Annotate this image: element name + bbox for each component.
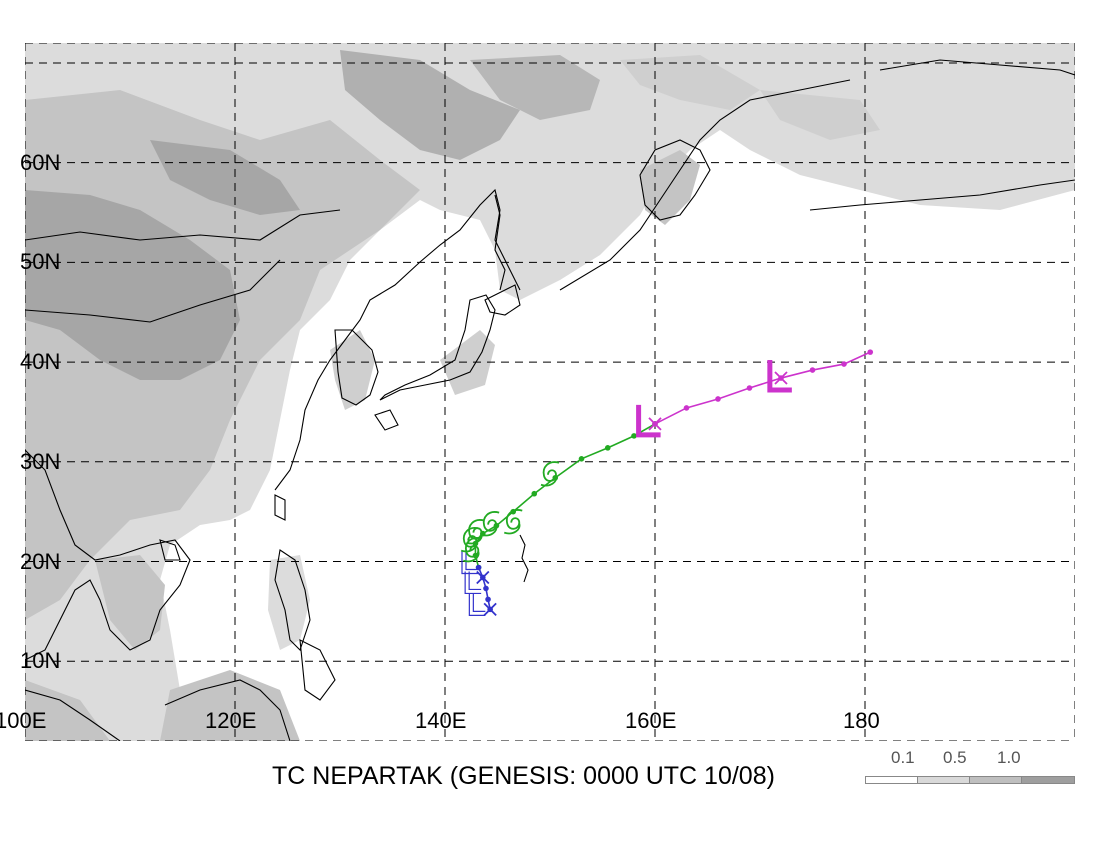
storm-symbol: [503, 509, 523, 535]
track-point: [841, 361, 847, 367]
legend-swatch: [917, 776, 971, 784]
storm-track: [460, 349, 874, 617]
track-point: [867, 349, 874, 355]
legend-swatch: [865, 776, 919, 784]
coastlines: [25, 59, 1075, 741]
depression-symbol: [461, 551, 478, 575]
track-point: [475, 564, 482, 571]
legend-tick-2: 1.0: [997, 748, 1021, 767]
track-point: [715, 396, 721, 402]
storm-symbol: [540, 461, 560, 487]
legend-tick-0: 0.1: [891, 748, 915, 767]
lon-label: 180: [843, 708, 880, 733]
map-title: TC NEPARTAK (GENESIS: 0000 UTC 10/08): [272, 762, 775, 790]
track-point: [483, 585, 489, 592]
lat-label: 60N: [20, 149, 61, 175]
x-mark: [648, 417, 662, 431]
track-point: [485, 596, 491, 603]
lat-label: 20N: [20, 548, 61, 574]
track-point: [531, 490, 538, 497]
depression-symbol: [468, 593, 486, 616]
legend-swatch: [969, 776, 1023, 784]
track-point: [578, 456, 585, 462]
track-point: [683, 405, 690, 411]
lon-label: 120E: [205, 708, 257, 733]
track-point: [631, 433, 637, 439]
lon-label: 160E: [625, 708, 677, 733]
lat-label: 40N: [20, 349, 61, 375]
terrain-shading: [25, 43, 1075, 741]
extratropical-stage-track: [654, 351, 871, 425]
storm-symbol: [463, 537, 482, 563]
color-legend: 0.1 0.5 1.0: [865, 748, 1075, 788]
x-mark: [483, 602, 497, 617]
lon-label: 140E: [415, 708, 467, 733]
extratropical-symbol: [767, 360, 792, 393]
track-point: [746, 385, 753, 391]
x-mark: [476, 570, 490, 585]
extratropical-symbol: [636, 404, 661, 438]
track-point: [604, 445, 611, 451]
lat-label: 30N: [20, 448, 61, 474]
legend-tick-1: 0.5: [943, 748, 967, 767]
lon-label: 100E: [0, 708, 47, 733]
lat-lon-grid: [25, 43, 1075, 741]
x-mark: [774, 371, 788, 385]
lat-label: 10N: [20, 648, 61, 674]
storm-symbol: [480, 511, 500, 537]
depression-symbol: [464, 571, 482, 595]
lat-label: 50N: [20, 249, 61, 275]
track-point: [809, 367, 816, 373]
legend-swatch: [1021, 776, 1075, 784]
tropical-stage-track: [474, 423, 656, 568]
